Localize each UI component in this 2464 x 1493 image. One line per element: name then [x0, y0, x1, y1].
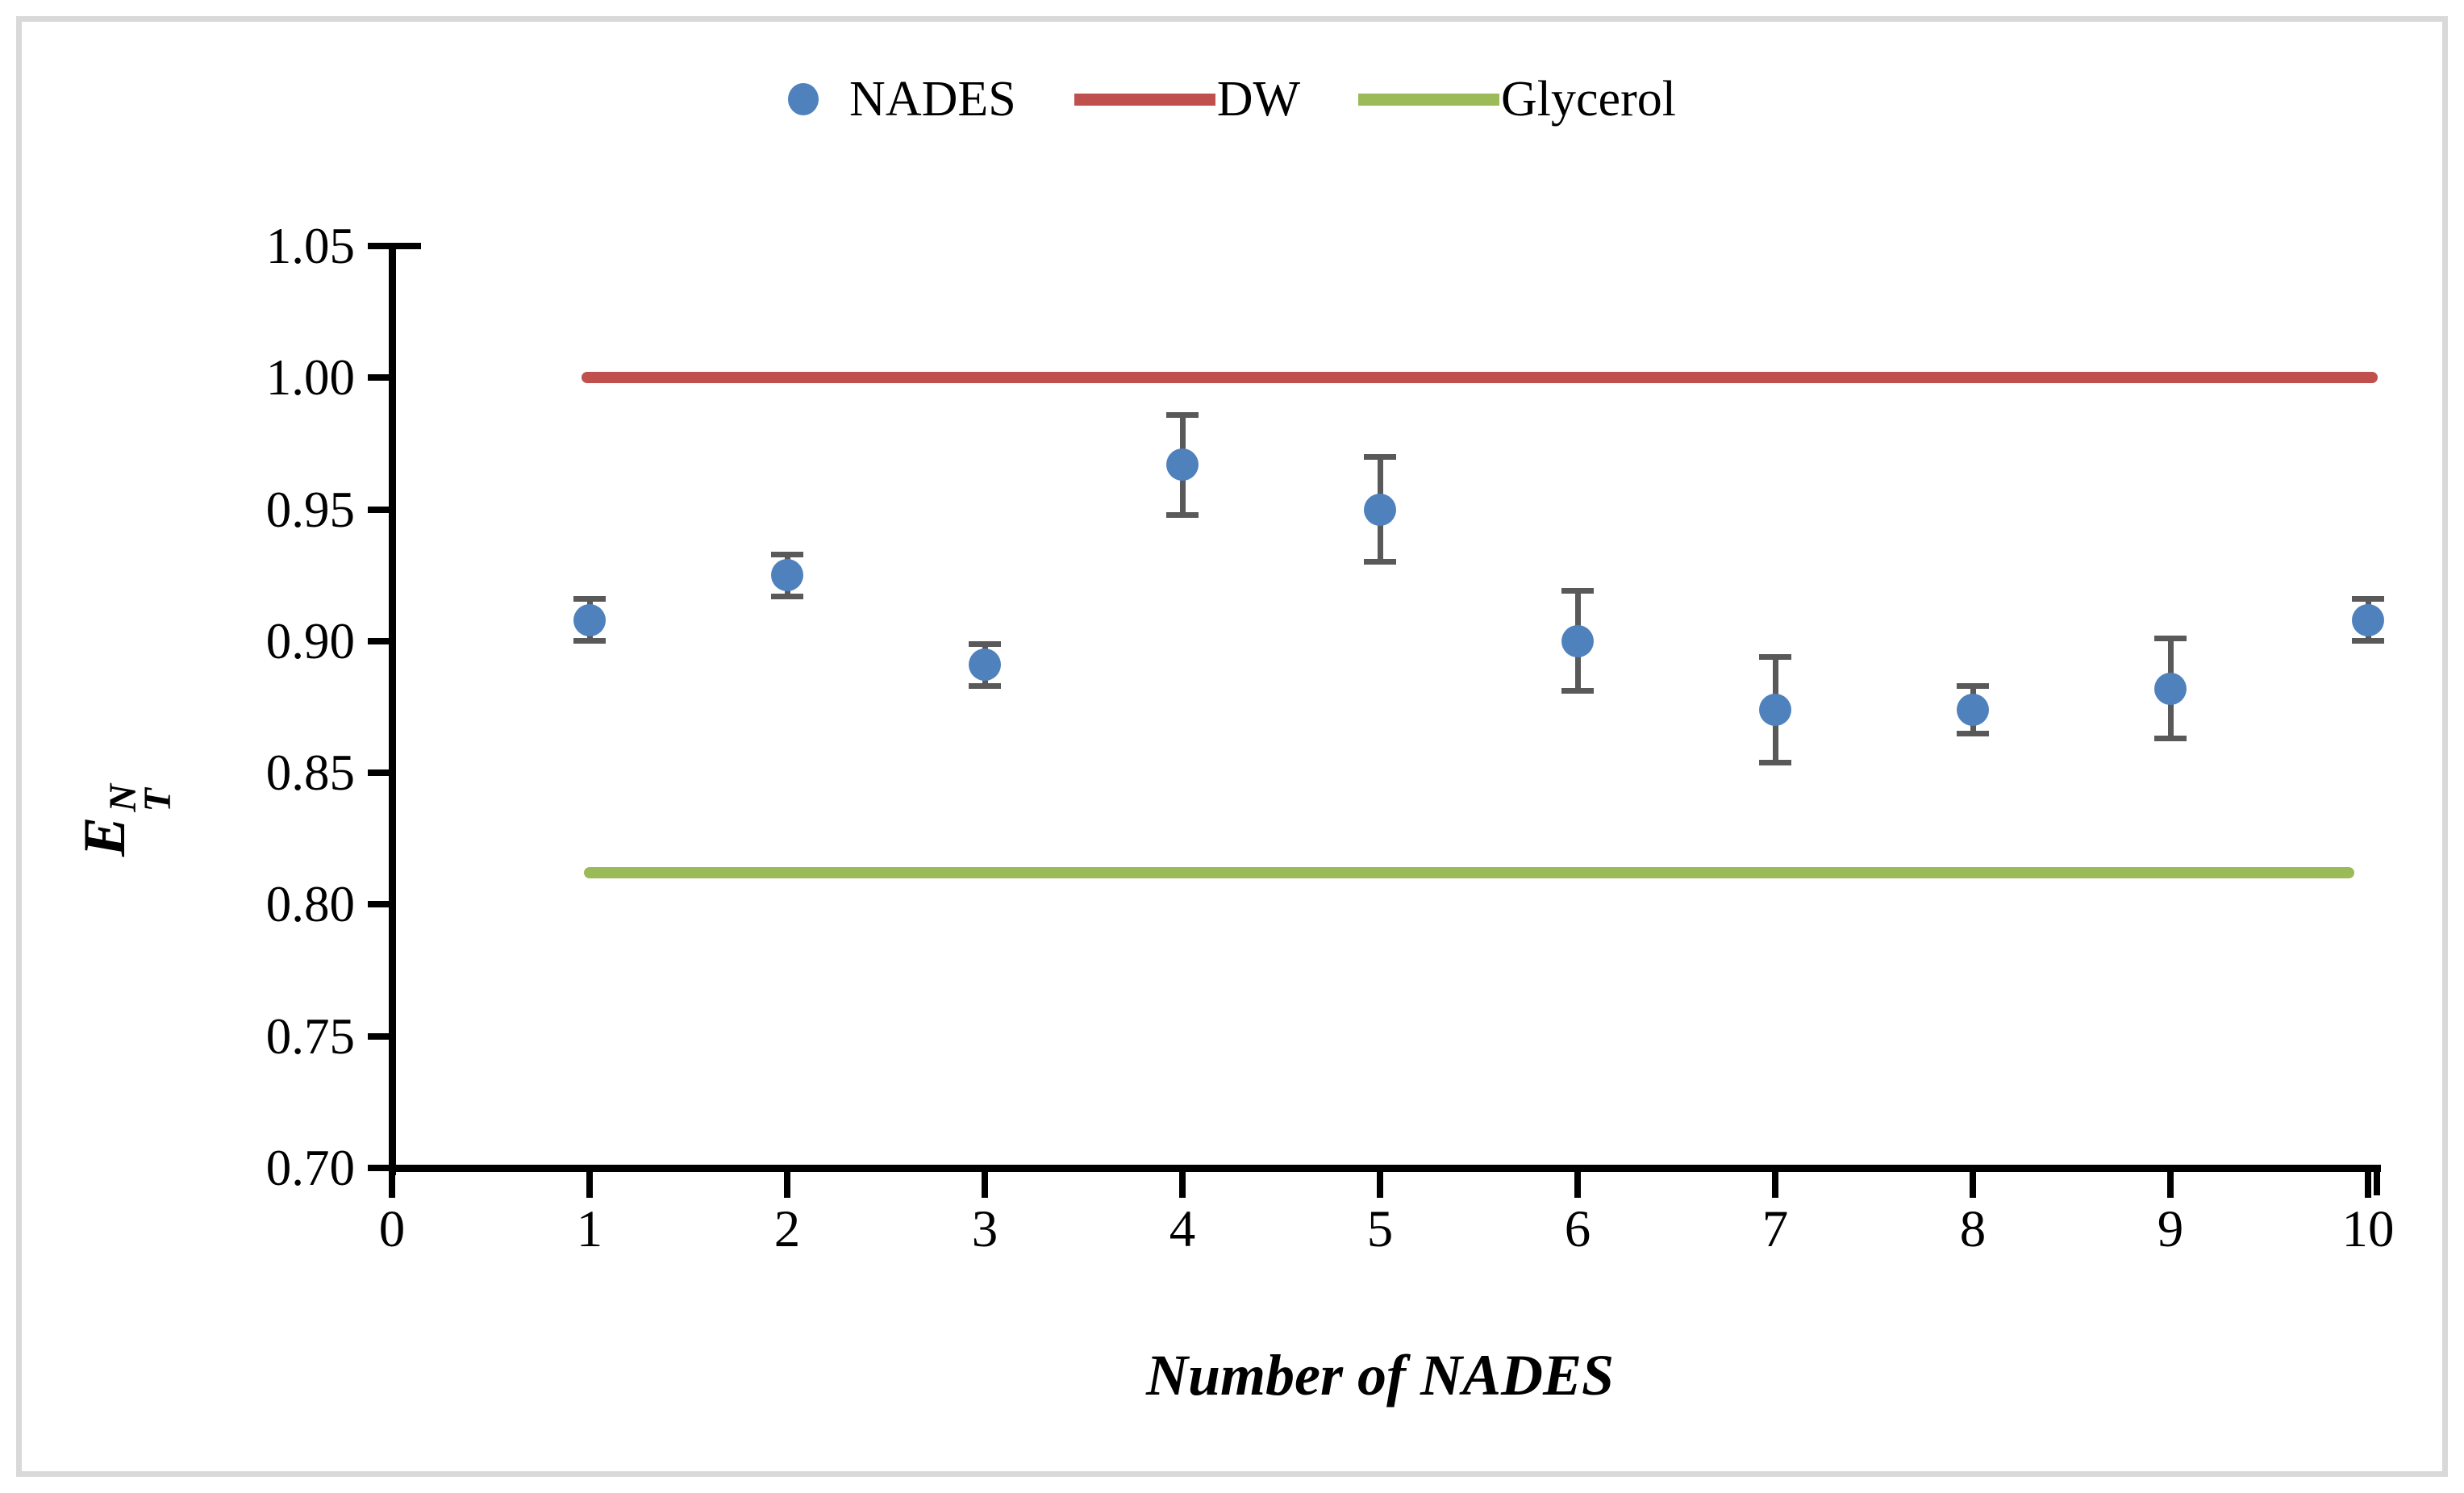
x-tick-label: 10: [2341, 1200, 2395, 1258]
x-axis-title: Number of NADES: [1145, 1343, 1615, 1408]
x-tick: [1970, 1172, 1976, 1198]
y-tick: [368, 769, 392, 777]
error-bar-cap-bottom: [573, 638, 606, 644]
legend-line-icon: [1358, 93, 1500, 106]
x-tick: [784, 1172, 790, 1198]
y-tick: [368, 1165, 392, 1171]
error-bar-cap-top: [2352, 596, 2384, 603]
legend-label: DW: [1216, 72, 1301, 127]
x-tick: [389, 1172, 395, 1198]
y-tick-label: 0.80: [265, 876, 355, 933]
x-tick-label: 8: [1959, 1200, 1987, 1258]
data-point-nades: [1166, 448, 1199, 482]
data-point-nades: [573, 603, 606, 636]
reference-line-dw: [582, 372, 2379, 384]
error-bar-cap-top: [1364, 453, 1396, 460]
x-tick-label: 0: [378, 1200, 406, 1258]
error-bar-cap-top: [1166, 411, 1199, 418]
y-tick: [368, 1032, 392, 1040]
x-tick-label: 1: [576, 1200, 603, 1258]
legend-label: Glycerol: [1501, 72, 1676, 127]
y-tick-label: 0.75: [265, 1007, 355, 1065]
x-tick: [2167, 1172, 2174, 1198]
error-bar-cap-top: [573, 596, 606, 603]
reference-line-glycerol: [583, 867, 2354, 879]
error-bar-cap-bottom: [771, 593, 803, 599]
x-tick-label: 5: [1366, 1200, 1394, 1258]
y-axis-title-sup: N: [102, 783, 144, 812]
y-tick-label: 1.05: [265, 218, 355, 274]
y-tick: [368, 374, 392, 382]
x-tick: [982, 1172, 988, 1198]
x-tick: [1377, 1172, 1383, 1198]
error-bar-cap-bottom: [1166, 511, 1199, 518]
data-point-nades: [1561, 624, 1594, 657]
error-bar-cap-bottom: [2154, 736, 2187, 742]
chart-legend: NADES DW Glycerol: [0, 74, 2464, 124]
data-point-nades: [771, 559, 803, 592]
x-axis-line: [389, 1165, 2381, 1172]
y-tick-label: 0.85: [265, 744, 355, 802]
error-bar-cap-bottom: [1561, 688, 1594, 694]
data-point-nades: [969, 648, 1001, 682]
y-axis-line: [389, 246, 396, 1175]
y-tick: [368, 901, 392, 908]
legend-item-dw: DW: [1074, 74, 1300, 124]
error-bar-cap-top: [2154, 636, 2187, 642]
data-point-nades: [1759, 693, 1791, 726]
x-tick-label: 4: [1169, 1200, 1196, 1258]
error-bar-cap-bottom: [1364, 559, 1396, 565]
data-point-nades: [2154, 672, 2187, 705]
x-tick-label: 3: [971, 1200, 999, 1258]
data-point-nades: [1364, 493, 1396, 526]
y-tick: [368, 637, 392, 644]
x-tick-label: 7: [1761, 1200, 1789, 1258]
x-axis-end-tick: [2374, 1165, 2380, 1195]
x-tick: [1772, 1172, 1778, 1198]
error-bar-cap-bottom: [1957, 730, 1989, 736]
y-axis-title-base: E: [72, 816, 138, 857]
legend-line-icon: [1074, 93, 1215, 106]
y-tick-label: 1.00: [265, 349, 355, 407]
legend-dot-icon: [788, 83, 819, 115]
legend-item-glycerol: Glycerol: [1358, 74, 1676, 124]
data-point-nades: [2352, 603, 2384, 636]
data-point-nades: [1957, 693, 1989, 726]
error-bar-cap-bottom: [2352, 638, 2384, 644]
error-bar-cap-top: [969, 640, 1001, 647]
y-tick: [368, 243, 421, 249]
x-tick-label: 2: [773, 1200, 801, 1258]
y-tick-label: 0.90: [265, 612, 355, 669]
x-tick-label: 9: [2157, 1200, 2184, 1258]
legend-label: NADES: [849, 72, 1016, 127]
x-tick: [2365, 1172, 2371, 1198]
error-bar-cap-top: [1561, 588, 1594, 594]
error-bar-cap-top: [771, 551, 803, 557]
x-tick-label: 6: [1564, 1200, 1591, 1258]
x-tick: [1179, 1172, 1186, 1198]
error-bar-cap-bottom: [969, 682, 1001, 689]
legend-item-nades: NADES: [788, 74, 1016, 124]
error-bar-cap-bottom: [1759, 759, 1791, 765]
y-tick: [368, 506, 392, 513]
error-bar-cap-top: [1759, 653, 1791, 660]
x-tick: [1574, 1172, 1581, 1198]
x-tick: [586, 1172, 593, 1198]
y-tick-label: 0.70: [265, 1140, 355, 1196]
error-bar-cap-top: [1957, 682, 1989, 689]
figure-frame: [16, 16, 2448, 1477]
y-tick-label: 0.95: [265, 481, 355, 538]
